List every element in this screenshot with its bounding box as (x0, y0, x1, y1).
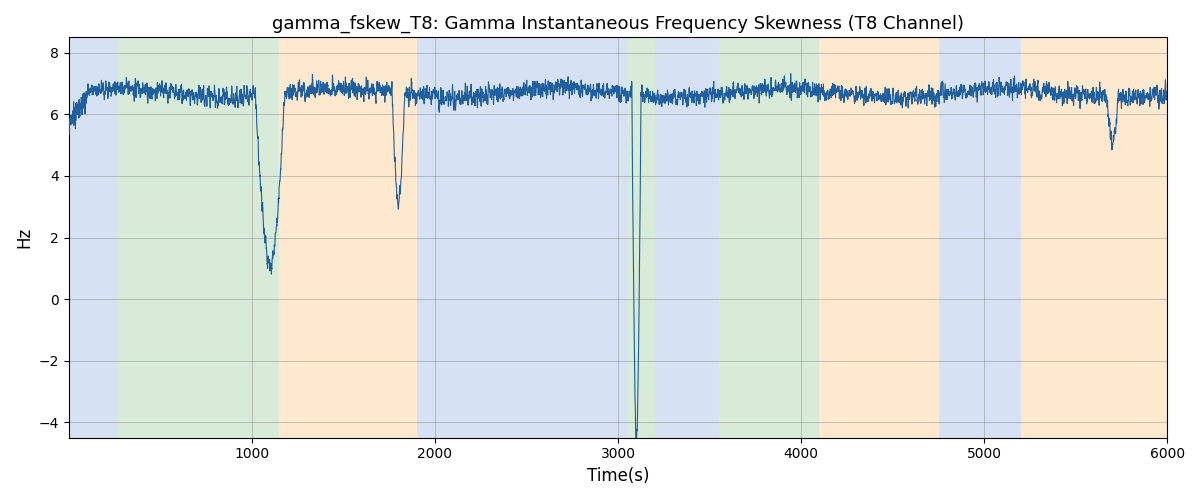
Bar (280, 38, 416, 438)
Bar (68, 38, 118, 438)
Bar (1021, 38, 1168, 438)
Bar (719, 38, 820, 438)
Bar (416, 38, 628, 438)
Bar (655, 38, 719, 438)
Y-axis label: Hz: Hz (16, 227, 34, 248)
Title: gamma_fskew_T8: Gamma Instantaneous Frequency Skewness (T8 Channel): gamma_fskew_T8: Gamma Instantaneous Freq… (272, 15, 964, 34)
Bar (118, 38, 280, 438)
Bar (820, 38, 938, 438)
X-axis label: Time(s): Time(s) (587, 467, 649, 485)
Bar (938, 38, 1021, 438)
Bar (628, 38, 655, 438)
